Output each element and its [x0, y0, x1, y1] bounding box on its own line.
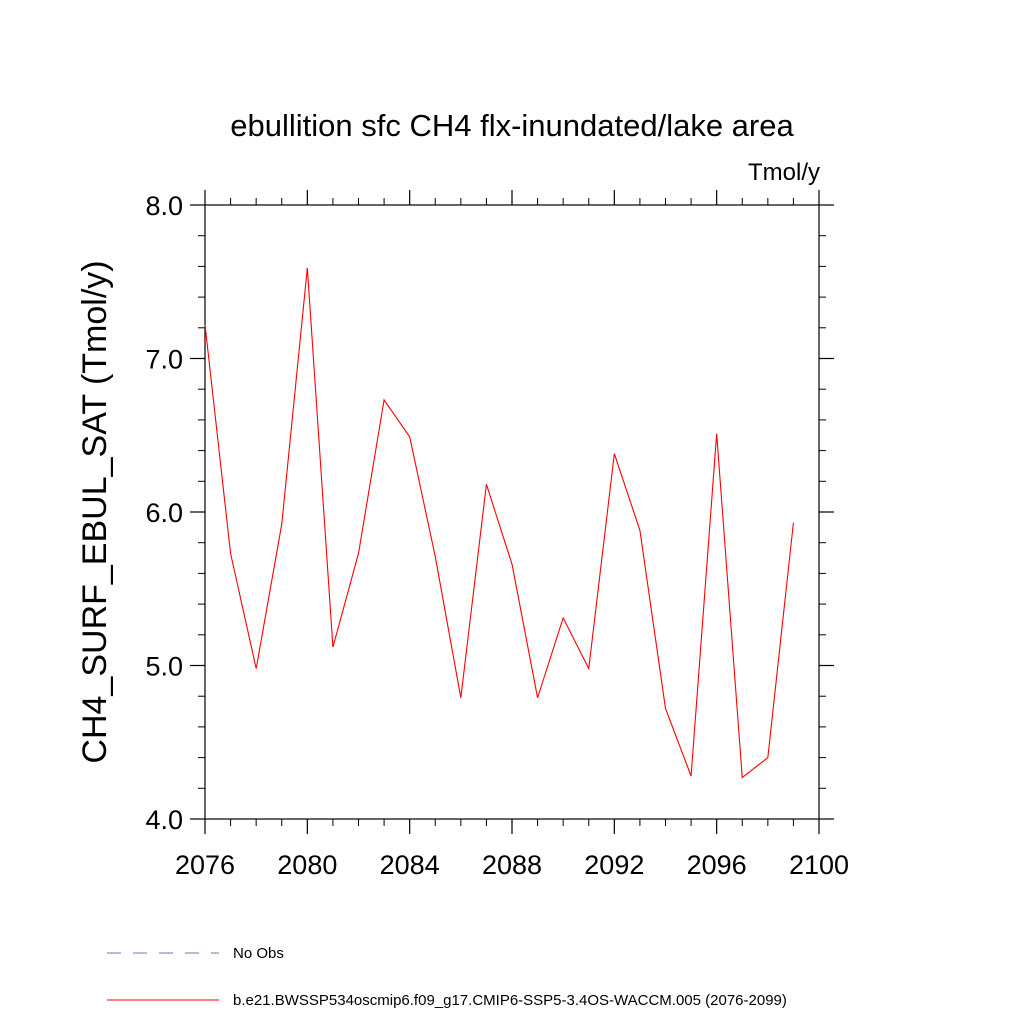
- x-tick-label: 2092: [584, 850, 644, 880]
- data-point: [332, 646, 333, 647]
- legend-entry-model-run: b.e21.BWSSP534oscmip6.f09_g17.CMIP6-SSP5…: [107, 990, 787, 1010]
- x-tick-label: 2096: [687, 850, 747, 880]
- data-point: [537, 697, 538, 698]
- data-point: [614, 453, 615, 454]
- units-label: Tmol/y: [748, 159, 820, 186]
- series-layer: [204, 267, 794, 779]
- legend-swatch-dashed: [107, 952, 219, 954]
- data-point: [383, 399, 384, 400]
- data-point: [511, 564, 512, 565]
- y-tick-label: 4.0: [145, 805, 183, 835]
- data-point: [230, 553, 231, 554]
- y-tick-label: 7.0: [145, 345, 183, 375]
- y-axis-label: CH4_SURF_EBUL_SAT (Tmol/y): [76, 260, 114, 763]
- data-point: [281, 524, 282, 525]
- data-point: [486, 484, 487, 485]
- data-point: [204, 324, 205, 325]
- data-point: [588, 668, 589, 669]
- data-point: [690, 775, 691, 776]
- x-tick-label: 2100: [789, 850, 849, 880]
- data-point: [307, 267, 308, 268]
- plot-frame: [204, 204, 820, 820]
- legend-label-no-obs: No Obs: [233, 944, 284, 962]
- data-point: [563, 617, 564, 618]
- chart-title: ebullition sfc CH4 flx-inundated/lake ar…: [230, 108, 794, 143]
- data-point: [767, 757, 768, 758]
- data-point: [639, 530, 640, 531]
- data-point: [742, 777, 743, 778]
- data-point: [256, 668, 257, 669]
- x-tick-label: 2076: [175, 850, 235, 880]
- axis-tick-labels: 2076 2080 2084 2088 2092 2096 2100 4.0 5.0 6.0 7.0…: [145, 191, 849, 880]
- data-point: [409, 436, 410, 437]
- x-tick-label: 2080: [277, 850, 337, 880]
- data-point: [716, 433, 717, 434]
- legend-swatch-solid: [107, 999, 219, 1001]
- y-tick-label: 6.0: [145, 498, 183, 528]
- x-tick-label: 2088: [482, 850, 542, 880]
- y-tick-label: 5.0: [145, 652, 183, 682]
- data-point: [435, 556, 436, 557]
- legend-entry-no-obs: No Obs: [107, 943, 284, 963]
- series-line-0: [204, 267, 794, 779]
- axis-ticks: [190, 190, 834, 834]
- data-point: [358, 553, 359, 554]
- y-tick-label: 8.0: [145, 191, 183, 221]
- data-point: [793, 522, 794, 523]
- x-tick-label: 2084: [380, 850, 440, 880]
- legend-label-model-run: b.e21.BWSSP534oscmip6.f09_g17.CMIP6-SSP5…: [233, 991, 787, 1009]
- data-point: [460, 697, 461, 698]
- data-point: [665, 708, 666, 709]
